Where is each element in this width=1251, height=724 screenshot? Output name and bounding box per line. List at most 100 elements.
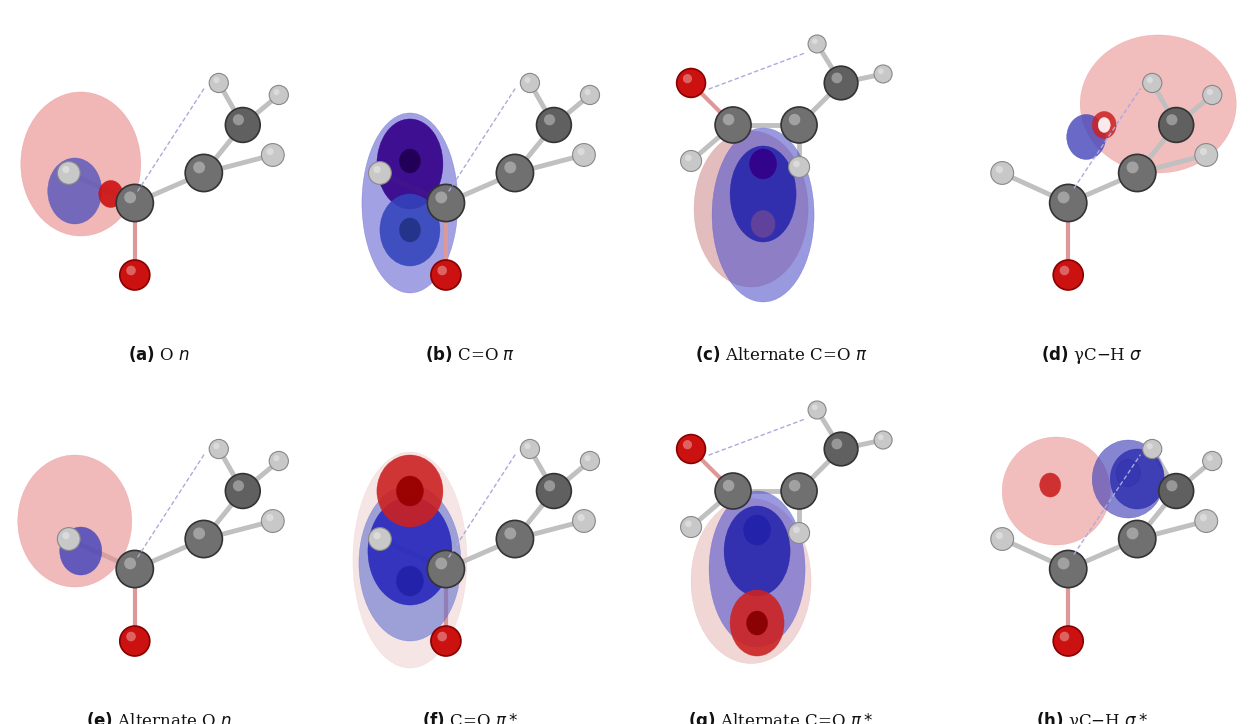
Circle shape	[273, 455, 279, 461]
Circle shape	[874, 431, 892, 449]
Circle shape	[225, 108, 260, 143]
Circle shape	[116, 550, 154, 588]
Circle shape	[832, 72, 842, 83]
Circle shape	[520, 73, 539, 93]
Circle shape	[573, 510, 595, 532]
Ellipse shape	[99, 180, 123, 208]
Circle shape	[430, 626, 460, 656]
Circle shape	[193, 161, 205, 173]
Circle shape	[120, 260, 150, 290]
Ellipse shape	[694, 131, 808, 287]
Circle shape	[209, 73, 229, 93]
Circle shape	[497, 521, 533, 557]
Ellipse shape	[747, 611, 768, 635]
Circle shape	[991, 161, 1013, 185]
Circle shape	[504, 528, 517, 539]
Circle shape	[808, 35, 826, 53]
Circle shape	[573, 143, 595, 167]
Circle shape	[1057, 557, 1070, 569]
Circle shape	[1200, 148, 1207, 155]
Circle shape	[1147, 443, 1153, 449]
Circle shape	[116, 185, 154, 222]
Ellipse shape	[1040, 473, 1061, 497]
Circle shape	[438, 632, 447, 641]
Circle shape	[584, 455, 590, 461]
Circle shape	[1050, 185, 1087, 222]
Circle shape	[1202, 451, 1222, 471]
Circle shape	[1127, 161, 1138, 173]
Circle shape	[269, 451, 289, 471]
Circle shape	[1118, 154, 1156, 192]
Circle shape	[781, 107, 817, 143]
Circle shape	[373, 532, 380, 539]
Circle shape	[686, 154, 692, 161]
Circle shape	[1142, 73, 1162, 93]
Circle shape	[124, 557, 136, 569]
Ellipse shape	[751, 211, 776, 237]
Circle shape	[1057, 191, 1070, 203]
Circle shape	[214, 443, 219, 449]
Circle shape	[723, 114, 734, 125]
Ellipse shape	[1116, 460, 1140, 487]
Circle shape	[63, 532, 70, 539]
Circle shape	[716, 107, 751, 143]
Circle shape	[524, 77, 530, 83]
Circle shape	[428, 550, 464, 588]
Text: $\mathbf{(e)}$ Alternate O $\mathit{n}$: $\mathbf{(e)}$ Alternate O $\mathit{n}$	[85, 710, 231, 724]
Ellipse shape	[724, 506, 791, 596]
Text: $\mathbf{(g)}$ Alternate C=O $\mathit{π*}$: $\mathbf{(g)}$ Alternate C=O $\mathit{π*…	[688, 710, 873, 724]
Ellipse shape	[712, 128, 814, 302]
Text: $\mathbf{(d)}$ γC−H $\mathit{σ}$: $\mathbf{(d)}$ γC−H $\mathit{σ}$	[1041, 344, 1143, 366]
Circle shape	[580, 85, 599, 104]
Circle shape	[1053, 260, 1083, 290]
Circle shape	[520, 439, 539, 458]
Circle shape	[233, 480, 244, 492]
Ellipse shape	[1110, 449, 1165, 509]
Circle shape	[214, 77, 219, 83]
Circle shape	[273, 89, 279, 95]
Circle shape	[185, 521, 223, 557]
Circle shape	[683, 74, 692, 83]
Circle shape	[1200, 514, 1207, 521]
Circle shape	[266, 148, 274, 155]
Ellipse shape	[743, 515, 771, 545]
Circle shape	[126, 632, 136, 641]
Ellipse shape	[368, 497, 452, 605]
Ellipse shape	[1067, 114, 1106, 159]
Ellipse shape	[377, 455, 443, 527]
Circle shape	[544, 114, 555, 125]
Circle shape	[537, 108, 572, 143]
Ellipse shape	[21, 92, 141, 236]
Circle shape	[537, 473, 572, 508]
Circle shape	[430, 260, 460, 290]
Circle shape	[266, 514, 274, 521]
Circle shape	[369, 528, 392, 550]
Circle shape	[723, 480, 734, 492]
Circle shape	[681, 151, 702, 172]
Circle shape	[1195, 510, 1217, 532]
Circle shape	[874, 65, 892, 83]
Circle shape	[233, 114, 244, 125]
Ellipse shape	[399, 149, 420, 173]
Circle shape	[369, 161, 392, 185]
Circle shape	[793, 161, 799, 167]
Ellipse shape	[709, 491, 806, 647]
Circle shape	[428, 185, 464, 222]
Ellipse shape	[397, 476, 423, 506]
Circle shape	[58, 161, 80, 185]
Circle shape	[1142, 439, 1162, 458]
Circle shape	[788, 156, 809, 177]
Text: $\mathbf{(a)}$ O $\mathit{n}$: $\mathbf{(a)}$ O $\mathit{n}$	[128, 344, 190, 364]
Circle shape	[789, 114, 801, 125]
Circle shape	[193, 528, 205, 539]
Circle shape	[812, 405, 818, 411]
Circle shape	[681, 516, 702, 537]
Circle shape	[716, 473, 751, 509]
Circle shape	[789, 480, 801, 492]
Circle shape	[996, 166, 1003, 173]
Circle shape	[878, 434, 883, 440]
Ellipse shape	[359, 485, 460, 641]
Circle shape	[58, 528, 80, 550]
Ellipse shape	[1092, 440, 1165, 518]
Circle shape	[497, 154, 533, 192]
